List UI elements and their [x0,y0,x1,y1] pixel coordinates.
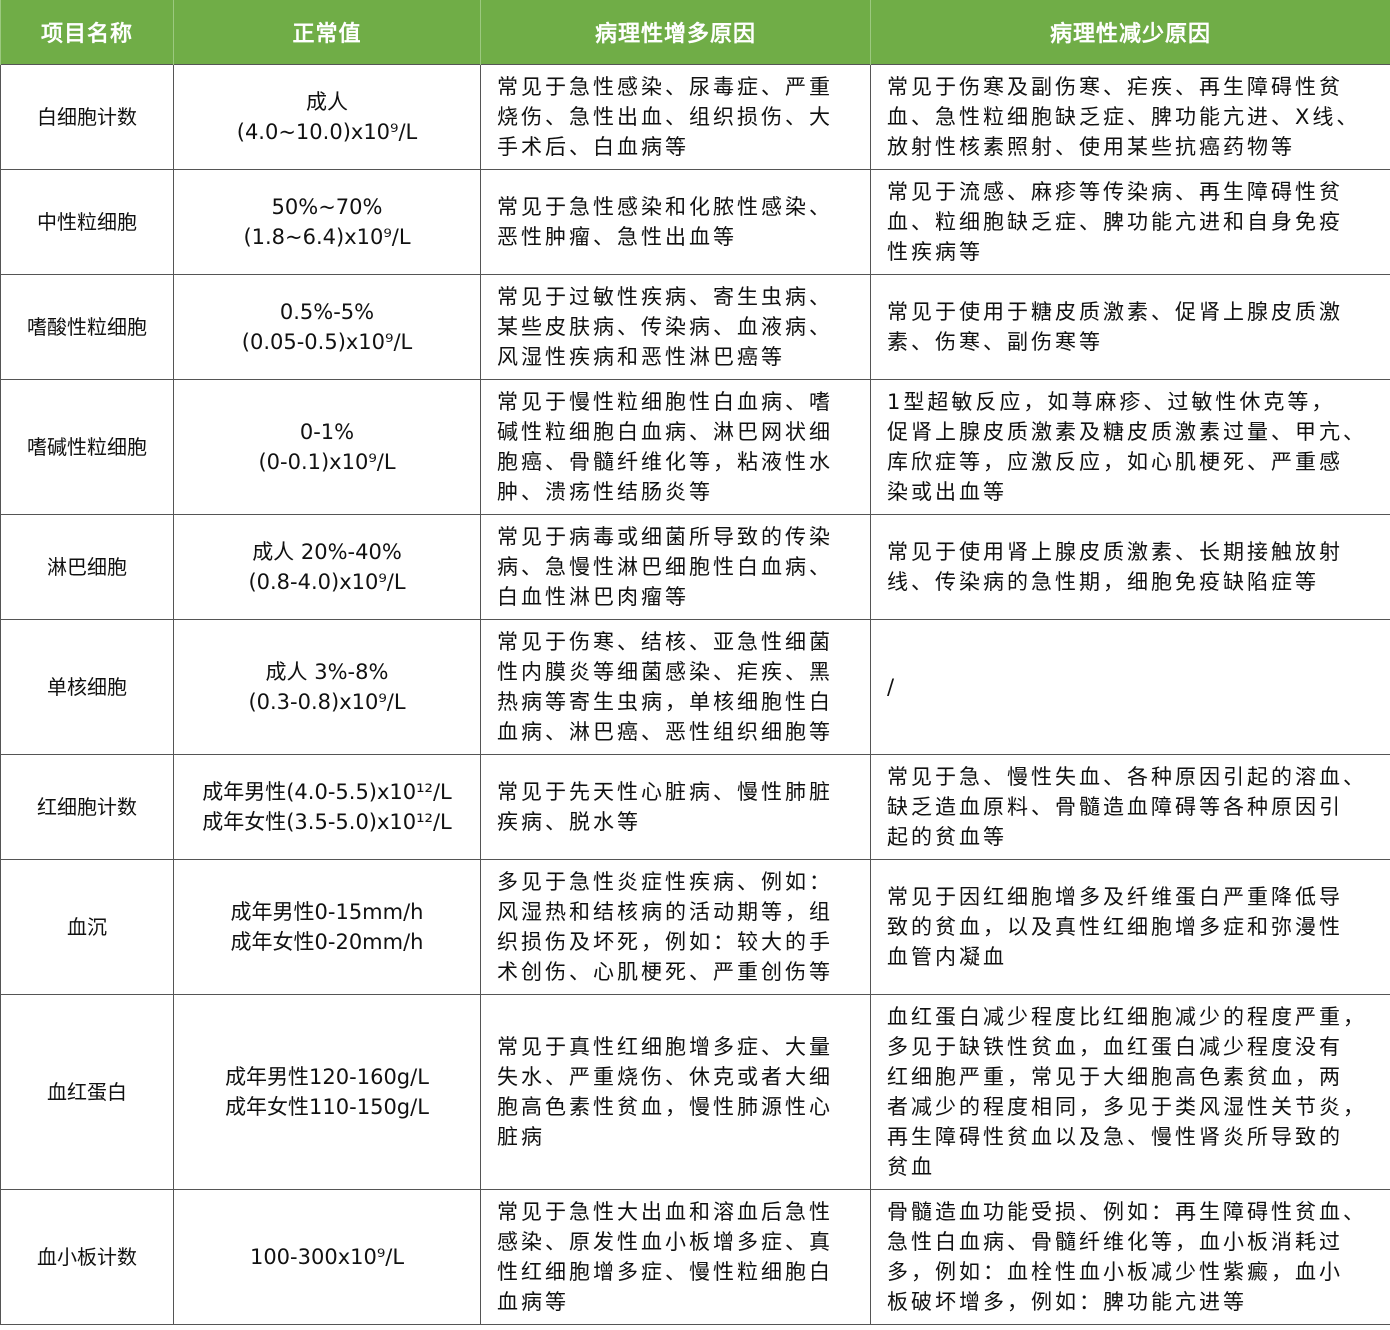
table-body: 白细胞计数 成人 (4.0~10.0)x10⁹/L 常见于急性感染、尿毒症、严重 烧… [0,64,1390,1325]
table-row: 血沉 成年男性0-15mm/h 成年女性0-20mm/h 多见于急性炎症性疾病、例如… [0,859,1390,995]
normal-value-cell: 成年男性(4.0-5.5)x10¹²/L 成年女性(3.5-5.0)x10¹²/… [173,754,481,860]
item-name-cell: 单核细胞 [0,619,174,755]
decrease-cause-cell: 常见于因红细胞增多及纤维蛋白严重降低导 致的贫血，以及真性红细胞增多症和弥漫性 … [870,859,1390,995]
table-row: 中性粒细胞 50%~70% (1.8~6.4)x10⁹/L 常见于急性感染和化脓性感… [0,169,1390,275]
increase-cause-cell: 常见于过敏性疾病、寄生虫病、 某些皮肤病、传染病、血液病、 风湿性疾病和恶性淋巴… [480,274,871,380]
table-row: 血小板计数 100-300x10⁹/L 常见于急性大出血和溶血后急性 感染、原发性血… [0,1189,1390,1325]
decrease-cause-cell: 1型超敏反应，如荨麻疹、过敏性休克等， 促肾上腺皮质激素及糖皮质激素过量、甲亢、… [870,379,1390,515]
decrease-cause-cell: 常见于使用于糖皮质激素、促肾上腺皮质激 素、伤寒、副伤寒等 [870,274,1390,380]
item-name-cell: 白细胞计数 [0,64,174,170]
decrease-cause-cell: 骨髓造血功能受损、例如：再生障碍性贫血、 急性白血病、骨髓纤维化等，血小板消耗过… [870,1189,1390,1325]
table-row: 嗜碱性粒细胞 0-1% (0-0.1)x10⁹/L 常见于慢性粒细胞性白血病、嗜 碱… [0,379,1390,515]
item-name-cell: 中性粒细胞 [0,169,174,275]
increase-cause-cell: 常见于慢性粒细胞性白血病、嗜 碱性粒细胞白血病、淋巴网状细 胞癌、骨髓纤维化等，… [480,379,871,515]
increase-cause-cell: 常见于真性红细胞增多症、大量 失水、严重烧伤、休克或者大细 胞高色素性贫血，慢性… [480,994,871,1190]
normal-value-cell: 0-1% (0-0.1)x10⁹/L [173,379,481,515]
item-name-cell: 嗜酸性粒细胞 [0,274,174,380]
normal-value-cell: 成人 3%-8% (0.3-0.8)x10⁹/L [173,619,481,755]
decrease-cause-cell: / [870,619,1390,755]
increase-cause-cell: 常见于急性大出血和溶血后急性 感染、原发性血小板增多症、真 性红细胞增多症、慢性… [480,1189,871,1325]
table-row: 血红蛋白 成年男性120-160g/L 成年女性110-150g/L 常见于真性红细… [0,994,1390,1190]
table-row: 白细胞计数 成人 (4.0~10.0)x10⁹/L 常见于急性感染、尿毒症、严重 烧… [0,64,1390,170]
header-decrease-cause: 病理性减少原因 [870,0,1390,65]
normal-value-cell: 成年男性0-15mm/h 成年女性0-20mm/h [173,859,481,995]
item-name-cell: 血沉 [0,859,174,995]
header-normal-value: 正常值 [173,0,481,65]
decrease-cause-cell: 常见于流感、麻疹等传染病、再生障碍性贫 血、粒细胞缺乏症、脾功能亢进和自身免疫 … [870,169,1390,275]
increase-cause-cell: 多见于急性炎症性疾病、例如： 风湿热和结核病的活动期等，组 织损伤及坏死，例如：… [480,859,871,995]
decrease-cause-cell: 常见于伤寒及副伤寒、疟疾、再生障碍性贫 血、急性粒细胞缺乏症、脾功能亢进、X线、… [870,64,1390,170]
table-row: 红细胞计数 成年男性(4.0-5.5)x10¹²/L 成年女性(3.5-5.0)x… [0,754,1390,860]
normal-value-cell: 50%~70% (1.8~6.4)x10⁹/L [173,169,481,275]
header-increase-cause: 病理性增多原因 [480,0,871,65]
table-row: 嗜酸性粒细胞 0.5%-5% (0.05-0.5)x10⁹/L 常见于过敏性疾病、寄… [0,274,1390,380]
item-name-cell: 嗜碱性粒细胞 [0,379,174,515]
increase-cause-cell: 常见于急性感染和化脓性感染、 恶性肿瘤、急性出血等 [480,169,871,275]
table-header: 项目名称 正常值 病理性增多原因 病理性减少原因 [0,0,1390,65]
item-name-cell: 血红蛋白 [0,994,174,1190]
increase-cause-cell: 常见于伤寒、结核、亚急性细菌 性内膜炎等细菌感染、疟疾、黑 热病等寄生虫病，单核… [480,619,871,755]
normal-value-cell: 成人 20%-40% (0.8-4.0)x10⁹/L [173,514,481,620]
decrease-cause-cell: 常见于急、慢性失血、各种原因引起的溶血、 缺乏造血原料、骨髓造血障碍等各种原因引… [870,754,1390,860]
increase-cause-cell: 常见于先天性心脏病、慢性肺脏 疾病、脱水等 [480,754,871,860]
normal-value-cell: 成人 (4.0~10.0)x10⁹/L [173,64,481,170]
increase-cause-cell: 常见于急性感染、尿毒症、严重 烧伤、急性出血、组织损伤、大 手术后、白血病等 [480,64,871,170]
decrease-cause-cell: 血红蛋白减少程度比红细胞减少的程度严重， 多见于缺铁性贫血，血红蛋白减少程度没有… [870,994,1390,1190]
table-row: 淋巴细胞 成人 20%-40% (0.8-4.0)x10⁹/L 常见于病毒或细菌所导… [0,514,1390,620]
item-name-cell: 血小板计数 [0,1189,174,1325]
normal-value-cell: 0.5%-5% (0.05-0.5)x10⁹/L [173,274,481,380]
normal-value-cell: 成年男性120-160g/L 成年女性110-150g/L [173,994,481,1190]
table-row: 单核细胞 成人 3%-8% (0.3-0.8)x10⁹/L 常见于伤寒、结核、亚急性… [0,619,1390,755]
increase-cause-cell: 常见于病毒或细菌所导致的传染 病、急慢性淋巴细胞性白血病、 白血性淋巴肉瘤等 [480,514,871,620]
decrease-cause-cell: 常见于使用肾上腺皮质激素、长期接触放射 线、传染病的急性期，细胞免疫缺陷症等 [870,514,1390,620]
item-name-cell: 淋巴细胞 [0,514,174,620]
normal-value-cell: 100-300x10⁹/L [173,1189,481,1325]
item-name-cell: 红细胞计数 [0,754,174,860]
header-item-name: 项目名称 [0,0,174,65]
